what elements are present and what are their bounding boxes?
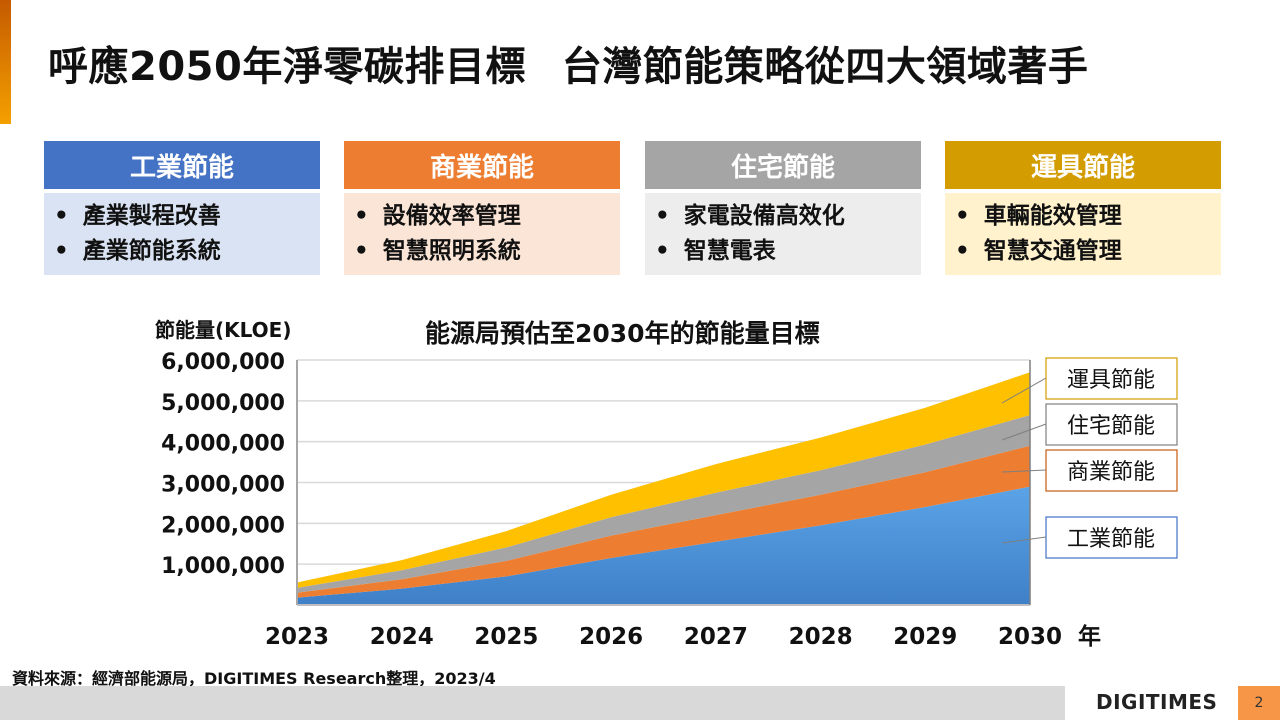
sector-card-residential: 住宅節能 家電設備高效化 智慧電表 [645,141,921,275]
sector-card-industry: 工業節能 產業製程改善 產業節能系統 [44,141,320,275]
sector-item: 家電設備高效化 [655,199,921,234]
x-tick-label: 2028 [789,624,853,650]
sector-item: 智慧交通管理 [955,234,1221,269]
legend-box [1045,516,1178,559]
sector-header: 工業節能 [44,141,320,189]
x-tick-label: 2025 [474,624,538,650]
legend-leader-line [1001,377,1047,404]
sector-item: 產業製程改善 [54,199,320,234]
x-tick-label: 2027 [684,624,748,650]
y-tick-label: 3,000,000 [161,473,285,498]
legend-leader-line [1001,469,1047,473]
legend-label: 工業節能 [1067,527,1155,552]
source-note: 資料來源：經濟部能源局，DIGITIMES Research整理，2023/4 [12,669,496,688]
sector-item: 車輛能效管理 [955,199,1221,234]
x-tick-label: 2023 [265,624,329,650]
legend-label: 住宅節能 [1067,414,1155,439]
legend-leader-line [1001,423,1047,441]
legend-box [1045,403,1178,446]
sector-item: 智慧照明系統 [354,234,620,269]
sector-body: 設備效率管理 智慧照明系統 [344,193,620,275]
legend-label: 商業節能 [1067,460,1155,485]
x-unit-label: 年 [1078,623,1101,650]
legend-leader-line [1001,536,1047,544]
sector-card-transport: 運具節能 車輛能效管理 智慧交通管理 [945,141,1221,275]
title-part-1: 呼應2050年淨零碳排目標 [48,44,526,90]
chart-y-axis-label: 節能量(KLOE) [155,318,292,342]
sector-body: 車輛能效管理 智慧交通管理 [945,193,1221,275]
sector-body: 產業製程改善 產業節能系統 [44,193,320,275]
area-4 [297,372,1030,588]
sector-item: 設備效率管理 [354,199,620,234]
y-tick-label: 4,000,000 [161,432,285,457]
sector-card-commercial: 商業節能 設備效率管理 智慧照明系統 [344,141,620,275]
area-1 [297,486,1030,605]
legend-box [1045,449,1178,492]
y-tick-label: 1,000,000 [161,554,285,579]
slide-title: 呼應2050年淨零碳排目標 台灣節能策略從四大領域著手 [48,34,1088,92]
y-tick-label: 6,000,000 [161,350,285,375]
sector-header: 運具節能 [945,141,1221,189]
legend-box [1045,357,1178,400]
sector-item: 產業節能系統 [54,234,320,269]
accent-bar [0,0,11,124]
y-tick-label: 2,000,000 [161,513,285,538]
chart-title: 能源局預估至2030年的節能量目標 [425,319,820,348]
sector-item: 智慧電表 [655,234,921,269]
title-part-2: 台灣節能策略從四大領域著手 [561,44,1089,90]
digitimes-logo: DIGITIMES [1096,690,1218,714]
x-tick-label: 2024 [370,624,434,650]
y-tick-label: 5,000,000 [161,391,285,416]
sector-header: 商業節能 [344,141,620,189]
sector-body: 家電設備高效化 智慧電表 [645,193,921,275]
x-tick-label: 2029 [893,624,957,650]
x-tick-label: 2026 [579,624,643,650]
x-tick-label: 2030 [998,624,1062,650]
sector-header: 住宅節能 [645,141,921,189]
legend-label: 運具節能 [1067,368,1155,393]
page-number: 2 [1238,686,1280,720]
footer-band [0,686,1065,720]
